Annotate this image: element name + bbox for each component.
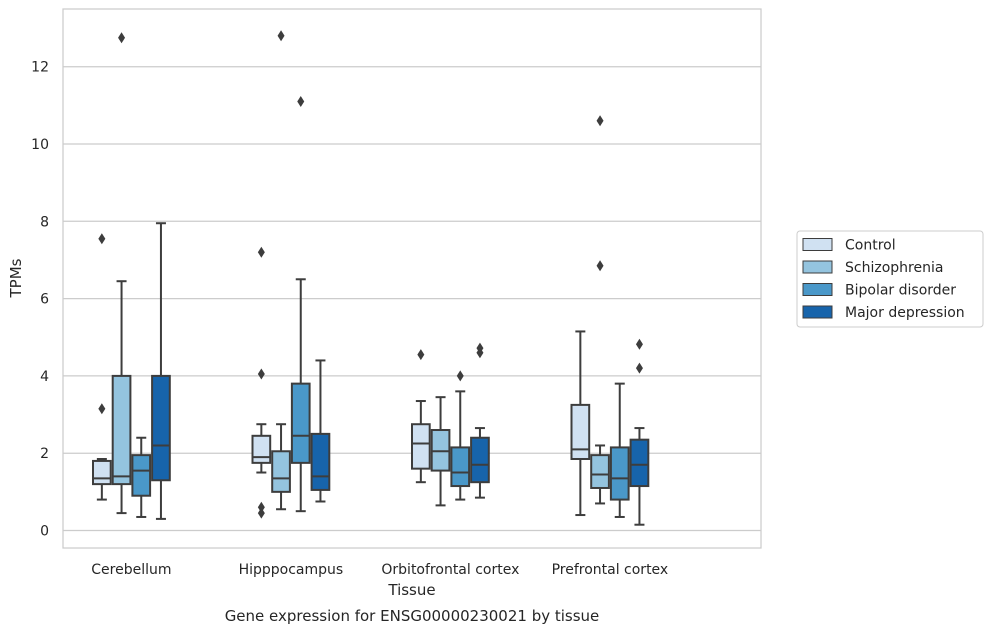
box-body xyxy=(590,454,610,489)
box-body xyxy=(111,374,132,486)
outlier-point xyxy=(118,32,126,44)
x-tick-label: Cerebellum xyxy=(91,562,171,578)
y-axis-label: TPMs xyxy=(7,258,25,298)
x-tick-label: Hipppocampus xyxy=(239,562,344,578)
outlier-point xyxy=(257,246,265,258)
y-tick-label: 6 xyxy=(40,292,49,308)
legend-frame xyxy=(796,230,984,328)
x-tick-labels: Cerebellum Hipppocampus Orbitofrontal cort… xyxy=(91,562,668,578)
outlier-point xyxy=(456,370,464,382)
box-3-2 xyxy=(609,382,630,518)
y-tick-label: 10 xyxy=(31,137,49,153)
legend-swatch xyxy=(802,260,833,274)
box-body xyxy=(629,438,650,488)
x-tick-label: Prefrontal cortex xyxy=(552,562,669,578)
outlier-point xyxy=(257,507,265,519)
x-axis-label: Tissue xyxy=(387,581,435,599)
box-1-1 xyxy=(271,30,291,511)
box-body xyxy=(92,459,112,486)
box-0-2 xyxy=(131,436,152,518)
box-body xyxy=(290,382,311,464)
outlier-point xyxy=(596,260,604,272)
box-0-0 xyxy=(92,233,112,501)
box-3-3 xyxy=(629,338,650,526)
y-tick-label: 12 xyxy=(31,60,49,76)
box-1-3 xyxy=(310,359,331,503)
box-body xyxy=(271,450,291,493)
box-2-0 xyxy=(411,349,431,484)
x-tick-label: Orbitofrontal cortex xyxy=(381,562,519,578)
chart-caption: Gene expression for ENSG00000230021 by t… xyxy=(225,607,600,625)
y-tick-label: 4 xyxy=(40,369,49,385)
box-0-1 xyxy=(111,32,132,515)
box-3-0 xyxy=(570,330,591,517)
box-body xyxy=(450,446,471,488)
boxes xyxy=(92,30,650,526)
box-body xyxy=(570,403,591,460)
legend-label: Major depression xyxy=(845,305,965,321)
box-body xyxy=(411,423,431,470)
outlier-point xyxy=(417,349,425,361)
y-tick-label: 8 xyxy=(40,214,49,230)
plot-frame xyxy=(62,8,762,549)
y-tick-label: 0 xyxy=(40,524,49,540)
box-body xyxy=(609,446,630,501)
box-2-1 xyxy=(430,396,451,507)
outlier-point xyxy=(98,233,106,245)
legend-label: Control xyxy=(845,238,896,254)
outlier-point xyxy=(257,501,265,513)
box-3-1 xyxy=(590,115,610,505)
box-1-2 xyxy=(290,95,311,513)
legend-swatch xyxy=(802,283,833,296)
outlier-point xyxy=(596,115,604,127)
legend-label: Bipolar disorder xyxy=(845,283,956,299)
outlier-point xyxy=(297,95,305,107)
box-body xyxy=(310,432,331,491)
box-1-0 xyxy=(251,246,272,519)
outlier-point xyxy=(277,30,285,42)
box-2-3 xyxy=(470,342,490,499)
outlier-point xyxy=(635,338,643,350)
y-tick-labels: 0 2 4 6 8 10 12 xyxy=(31,60,49,540)
y-tick-label: 2 xyxy=(40,446,49,462)
box-body xyxy=(151,374,171,482)
outlier-point xyxy=(476,342,484,354)
outlier-point xyxy=(635,362,643,374)
box-body xyxy=(470,436,490,484)
outlier-point xyxy=(257,368,265,380)
legend: Control Schizophrenia Bipolar disorder Majo… xyxy=(796,230,984,328)
legend-swatch xyxy=(802,238,833,251)
box-0-3 xyxy=(151,222,171,520)
box-body xyxy=(251,434,272,464)
outlier-point xyxy=(98,403,106,415)
box-body xyxy=(131,454,152,497)
box-2-2 xyxy=(450,370,471,501)
legend-swatch xyxy=(802,305,833,319)
legend-label: Schizophrenia xyxy=(845,260,943,276)
